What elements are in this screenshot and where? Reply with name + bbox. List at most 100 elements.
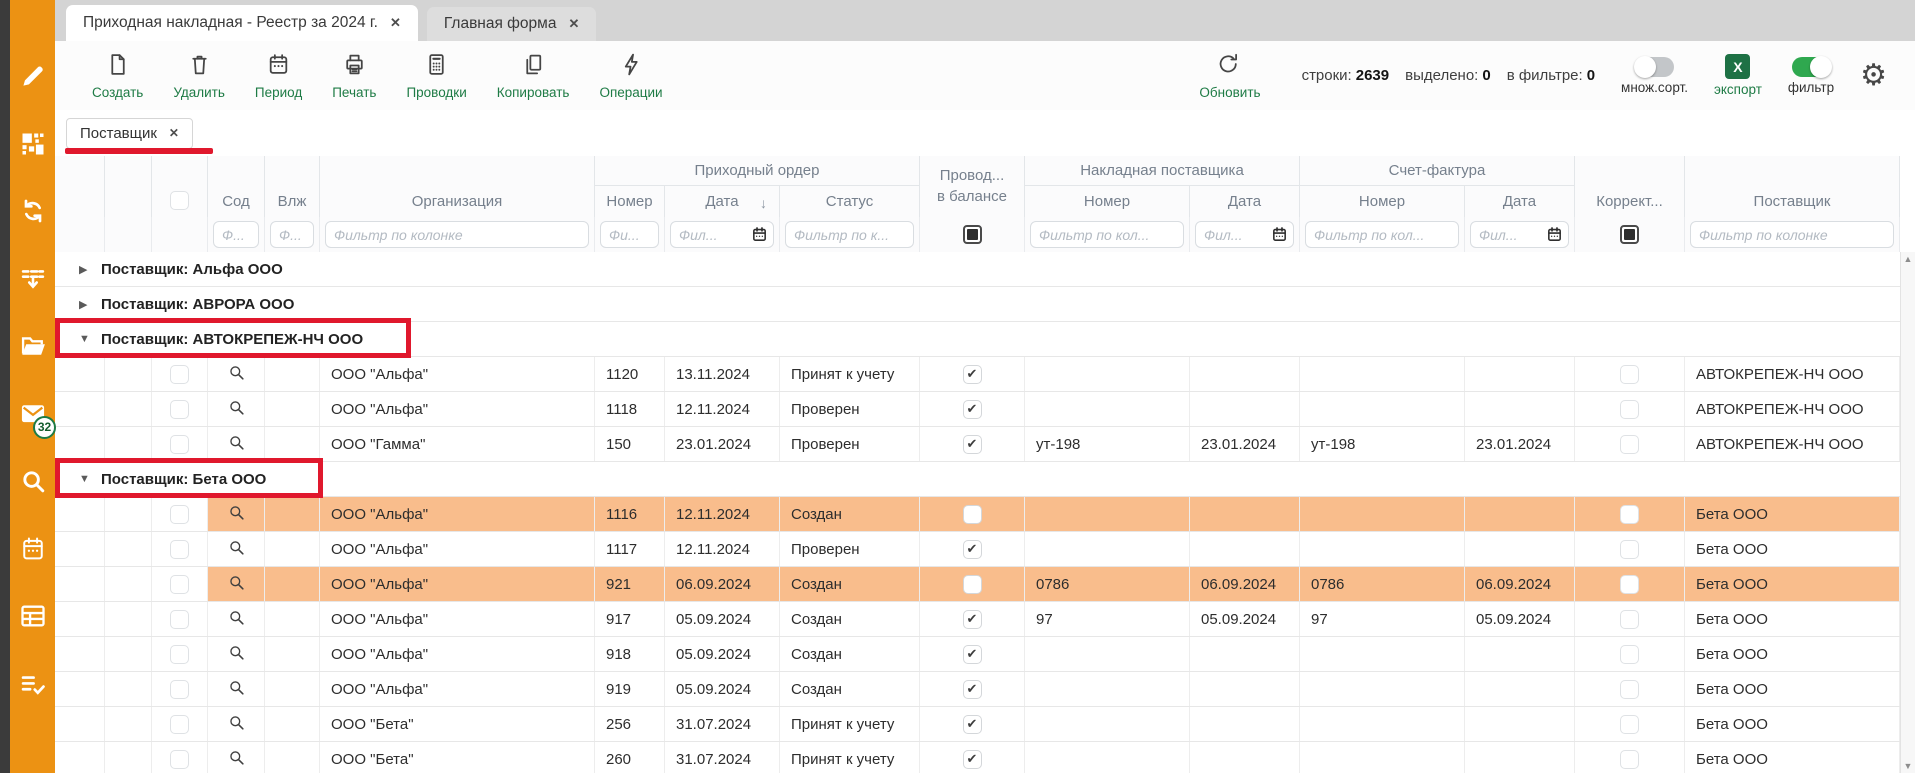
row-correction[interactable] xyxy=(1575,637,1685,671)
filter-supplier[interactable] xyxy=(1685,217,1900,252)
checkbox-unchecked-icon[interactable] xyxy=(1620,574,1639,594)
row-open-document[interactable] xyxy=(208,357,265,391)
row-select-checkbox[interactable] xyxy=(152,392,208,426)
table-row[interactable]: ООО "Альфа" 1120 13.11.2024 Принят к учету ✔… xyxy=(55,357,1900,392)
magnifier-icon[interactable] xyxy=(227,573,246,596)
row-posted-in-balance[interactable] xyxy=(920,497,1025,531)
row-select-checkbox[interactable] xyxy=(152,672,208,706)
checkbox-unchecked-icon[interactable] xyxy=(1620,714,1639,734)
checkbox-unchecked-icon[interactable] xyxy=(1620,364,1639,384)
row-open-document[interactable] xyxy=(208,672,265,706)
table-report-icon[interactable] xyxy=(19,602,47,630)
filter-po-status[interactable] xyxy=(780,217,920,252)
filter-sod-input[interactable] xyxy=(213,221,259,248)
magnifier-icon[interactable] xyxy=(227,608,246,631)
row-open-document[interactable] xyxy=(208,742,265,773)
magnifier-icon[interactable] xyxy=(227,398,246,421)
filter-organization[interactable] xyxy=(320,217,595,252)
row-open-document[interactable] xyxy=(208,567,265,601)
edit-pencil-icon[interactable] xyxy=(19,62,47,90)
row-select-checkbox[interactable] xyxy=(152,532,208,566)
tab-close-icon[interactable]: ✕ xyxy=(389,15,401,30)
indeterminate-checkbox-icon[interactable] xyxy=(1620,225,1639,244)
magnifier-icon[interactable] xyxy=(227,748,246,771)
row-select-checkbox[interactable] xyxy=(152,707,208,741)
table-row[interactable]: ООО "Альфа" 917 05.09.2024 Создан ✔ 97 05.09.2… xyxy=(55,602,1900,637)
lightning-button[interactable]: Операции xyxy=(584,52,677,100)
calendar-button[interactable]: Период xyxy=(240,52,317,100)
header-sf-number[interactable]: Номер xyxy=(1300,186,1465,217)
tab-close-icon[interactable]: ✕ xyxy=(568,16,580,31)
filter-po-status-input[interactable] xyxy=(785,221,914,248)
table-row[interactable]: ООО "Альфа" 1117 12.11.2024 Проверен ✔ Бета О… xyxy=(55,532,1900,567)
header-sod[interactable]: Сод xyxy=(208,156,265,217)
checkbox-unchecked-icon[interactable] xyxy=(1620,504,1639,524)
row-select-checkbox[interactable] xyxy=(152,637,208,671)
row-select-checkbox[interactable] xyxy=(152,497,208,531)
filter-np-date-input[interactable] xyxy=(1195,221,1294,248)
checkbox-unchecked-icon[interactable] xyxy=(170,399,189,419)
filter-sf-number[interactable] xyxy=(1300,217,1465,252)
row-correction[interactable] xyxy=(1575,672,1685,706)
collapsed-triangle-icon[interactable]: ▶ xyxy=(79,263,88,276)
calculator-button[interactable]: Проводки xyxy=(391,52,481,100)
checkbox-unchecked-icon[interactable] xyxy=(170,434,189,454)
filter-toggle[interactable]: фильтр xyxy=(1788,55,1834,95)
collapsed-triangle-icon[interactable]: ▶ xyxy=(79,298,88,311)
scroll-up-icon[interactable]: ▲ xyxy=(1903,254,1913,264)
toggle-off-icon[interactable] xyxy=(1633,55,1674,78)
magnifier-icon[interactable] xyxy=(227,363,246,386)
checkbox-checked-icon[interactable]: ✔ xyxy=(962,609,982,629)
row-open-document[interactable] xyxy=(208,707,265,741)
header-sf-date[interactable]: Дата xyxy=(1465,186,1575,217)
row-posted-in-balance[interactable] xyxy=(920,567,1025,601)
magnifier-icon[interactable] xyxy=(227,678,246,701)
table-row[interactable]: ООО "Альфа" 919 05.09.2024 Создан ✔ Бета ООО xyxy=(55,672,1900,707)
checkbox-unchecked-icon[interactable] xyxy=(1620,399,1639,419)
row-open-document[interactable] xyxy=(208,532,265,566)
row-correction[interactable] xyxy=(1575,532,1685,566)
table-row[interactable]: ООО "Бета" 260 31.07.2024 Принят к учету ✔ Бе… xyxy=(55,742,1900,773)
checkbox-unchecked-icon[interactable] xyxy=(170,574,189,594)
row-posted-in-balance[interactable]: ✔ xyxy=(920,392,1025,426)
filter-po-number-input[interactable] xyxy=(600,221,659,248)
checkbox-unchecked-icon[interactable] xyxy=(1620,749,1639,769)
row-posted-in-balance[interactable]: ✔ xyxy=(920,637,1025,671)
filter-np-number[interactable] xyxy=(1025,217,1190,252)
filter-po-date-input[interactable] xyxy=(670,221,774,248)
checkbox-unchecked-icon[interactable] xyxy=(170,714,189,734)
checkbox-checked-icon[interactable]: ✔ xyxy=(962,434,982,454)
export-button[interactable]: X экспорт xyxy=(1714,54,1762,97)
table-row[interactable]: ООО "Альфа" 1116 12.11.2024 Создан Бета ООО xyxy=(55,497,1900,532)
checkbox-unchecked-icon[interactable] xyxy=(1620,644,1639,664)
header-po-status[interactable]: Статус xyxy=(780,186,920,217)
calendar-icon[interactable] xyxy=(19,535,47,563)
row-posted-in-balance[interactable]: ✔ xyxy=(920,742,1025,773)
filter-vlzh[interactable] xyxy=(265,217,320,252)
row-correction[interactable] xyxy=(1575,567,1685,601)
filter-sf-date-input[interactable] xyxy=(1470,221,1569,248)
row-select-checkbox[interactable] xyxy=(152,427,208,461)
tab-main-form[interactable]: Главная форма ✕ xyxy=(426,7,597,41)
filter-po-date[interactable] xyxy=(665,217,780,252)
sync-icon[interactable] xyxy=(19,197,47,225)
trash-button[interactable]: Удалить xyxy=(158,52,240,100)
header-posted-in-balance[interactable]: Провод... в балансе xyxy=(920,156,1025,217)
sort-descending-icon[interactable]: ↓ xyxy=(760,195,767,211)
expanded-triangle-icon[interactable]: ▼ xyxy=(79,473,90,485)
group-row-supplier[interactable]: ▶ Поставщик: Альфа ООО xyxy=(55,252,1900,287)
row-select-checkbox[interactable] xyxy=(152,602,208,636)
header-np-number[interactable]: Номер xyxy=(1025,186,1190,217)
checkbox-unchecked-icon[interactable] xyxy=(170,539,189,559)
header-np-date[interactable]: Дата xyxy=(1190,186,1300,217)
table-row[interactable]: ООО "Альфа" 918 05.09.2024 Создан ✔ Бета ООО xyxy=(55,637,1900,672)
filter-organization-input[interactable] xyxy=(325,221,589,248)
checkbox-checked-icon[interactable]: ✔ xyxy=(962,399,982,419)
filter-np-number-input[interactable] xyxy=(1030,221,1184,248)
indeterminate-checkbox-icon[interactable] xyxy=(962,225,982,244)
row-correction[interactable] xyxy=(1575,602,1685,636)
filter-sf-number-input[interactable] xyxy=(1305,221,1459,248)
vertical-scrollbar[interactable]: ▲ ▼ xyxy=(1900,252,1915,773)
gear-icon[interactable]: ⚙ xyxy=(1860,58,1887,92)
row-posted-in-balance[interactable]: ✔ xyxy=(920,672,1025,706)
